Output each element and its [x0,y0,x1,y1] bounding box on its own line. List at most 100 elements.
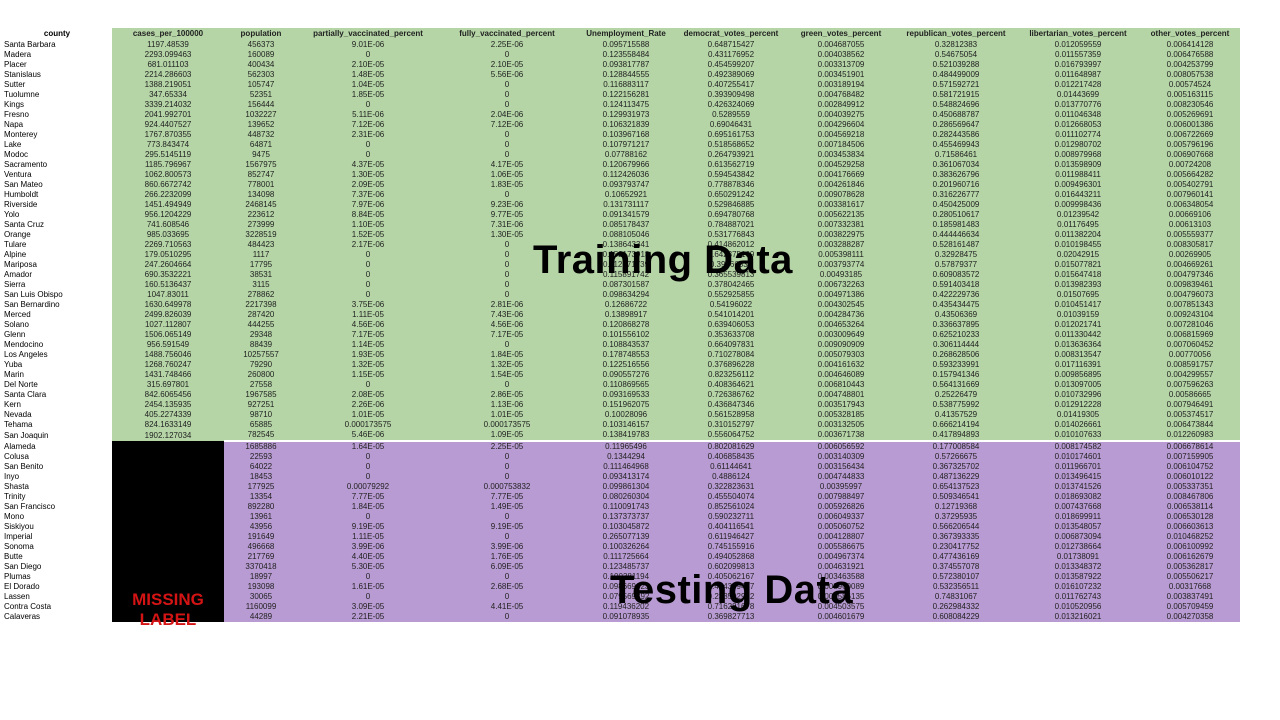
table-cell: 0.006815969 [1140,330,1240,340]
table-cell: 191649 [224,532,298,542]
table-cell: 0.003463588 [786,572,896,582]
table-cell: 0.003009649 [786,330,896,340]
table-cell: 0.177008584 [896,440,1016,452]
table-cell: 10257557 [224,350,298,360]
table-cell: 3.99E-06 [438,542,576,552]
column-header-county: county [0,28,112,40]
table-row: Yuba 1268.760247 79290 1.32E-05 1.32E-05 0.12… [0,360,1240,370]
table-cell: 9.19E-05 [438,522,576,532]
table-row: Kern 2454.135935 927251 2.26E-06 1.13E-06 0.1… [0,400,1240,410]
table-row: Napa 924.4407527 139652 7.12E-06 7.12E-06 0.1… [0,120,1240,130]
table-cell: 0.013598909 [1016,160,1140,170]
table-cell: 0.004669261 [1140,260,1240,270]
county-cell: Kern [0,400,112,410]
table-cell: 1488.756046 [112,350,224,360]
table-cell: 0.006100992 [1140,542,1240,552]
table-cell: 0.152173913 [576,250,676,260]
table-cell: 0.006476588 [1140,50,1240,60]
table-cell: 0.004503575 [786,602,896,612]
table-cell: 0.012059559 [1016,40,1140,50]
county-cell: Sierra [0,280,112,290]
table-cell: 2.81E-06 [438,300,576,310]
table-cell: 0.006810443 [786,380,896,390]
table-cell: 0.000173575 [298,420,438,430]
table-cell: 1.10E-05 [298,220,438,230]
table-cell: 0.123485737 [576,562,676,572]
table-cell: 0.383626796 [896,170,1016,180]
table-cell: 64022 [224,462,298,472]
table-cell [112,482,224,492]
county-cell: Lake [0,140,112,150]
table-cell: 0.004302545 [786,300,896,310]
table-cell: 0.005060752 [786,522,896,532]
table-cell: 0.003822975 [786,230,896,240]
table-cell: 1.14E-05 [298,340,438,350]
table-cell [112,612,224,622]
table-cell: 892280 [224,502,298,512]
table-cell: 0.00269905 [1140,250,1240,260]
table-cell: 0.098669623 [576,582,676,592]
table-cell: 0.10028096 [576,410,676,420]
table-cell: 0.716281678 [676,602,786,612]
table-cell: 3228519 [224,230,298,240]
column-header-population: population [224,28,298,40]
table-cell: 0.008591757 [1140,360,1240,370]
table-cell: 0.529846885 [676,200,786,210]
table-row: Del Norte 315.697801 27558 0 0 0.110869565 0.4… [0,380,1240,390]
table-cell: 0.005374517 [1140,410,1240,420]
table-cell: 2468145 [224,200,298,210]
table-cell: 1.11E-05 [298,310,438,320]
table-cell: 0.012980702 [1016,140,1140,150]
table-cell: 1506.065149 [112,330,224,340]
table-cell: 0.122156281 [576,90,676,100]
table-row: Tuolumne 347.65334 52351 1.85E-05 0 0.1221562… [0,90,1240,100]
table-cell: 1.64E-05 [298,440,438,452]
table-cell: 0.006907668 [1140,150,1240,160]
table-cell: 0.01738091 [1016,552,1140,562]
table-cell: 0.091341579 [576,210,676,220]
table-cell: 0.322823631 [676,482,786,492]
table-cell: 5.30E-05 [298,562,438,572]
table-row: Modoc 295.5145119 9475 0 0 0.07788162 0.264793… [0,150,1240,160]
table-cell: 0.004646089 [786,370,896,380]
table-cell: 0 [438,572,576,582]
table-cell: 156444 [224,100,298,110]
table-cell: 7.17E-05 [298,330,438,340]
table-cell: 0.137373737 [576,512,676,522]
table-cell: 0.129931973 [576,110,676,120]
table-cell: 2.17E-06 [298,240,438,250]
table-cell: 5.11E-06 [298,110,438,120]
table-cell: 741.608546 [112,220,224,230]
county-cell: Santa Barbara [0,40,112,50]
table-cell: 0.532356511 [896,582,1016,592]
table-cell: 0.016443211 [1016,190,1140,200]
table-cell: 1388.219051 [112,80,224,90]
table-cell: 0.650291242 [676,190,786,200]
table-cell: 0.093169533 [576,390,676,400]
table-cell: 2.25E-05 [438,440,576,452]
table-cell: 0.003793774 [786,260,896,270]
table-cell: 0.286569647 [896,120,1016,130]
table-cell [112,452,224,462]
table-cell: 0.013348372 [1016,562,1140,572]
table-row: Lake 773.843474 64871 0 0 0.107971217 0.518568… [0,140,1240,150]
table-cell: 0 [298,290,438,300]
county-cell: Yuba [0,360,112,370]
table-cell [112,572,224,582]
table-cell: 985.033695 [112,230,224,240]
table-cell: 852747 [224,170,298,180]
table-cell: 0.006678614 [1140,440,1240,452]
table-cell: 0.454599207 [676,60,786,70]
table-cell: 7.43E-06 [438,310,576,320]
table-row: Shasta 177925 0.00079292 0.000753832 0.09986… [0,482,1240,492]
table-cell: 0.01507695 [1016,290,1140,300]
table-cell: 0 [438,380,576,390]
table-cell: 0.005362817 [1140,562,1240,572]
table-row: Alpine 179.0510295 1117 0 0 0.152173913 0.6423… [0,250,1240,260]
table-cell: 0.115891742 [576,270,676,280]
table-body: Santa Barbara 1197.48539 456373 9.01E-06 2.2… [0,40,1240,622]
table-cell: 1047.83011 [112,290,224,300]
table-cell [112,552,224,562]
table-cell: 0.37295935 [896,512,1016,522]
table-cell: 2.10E-05 [438,60,576,70]
